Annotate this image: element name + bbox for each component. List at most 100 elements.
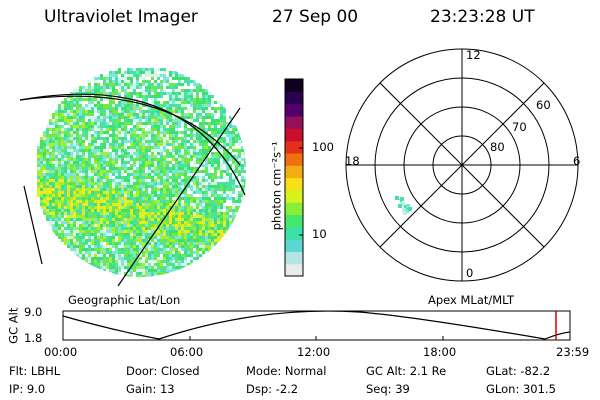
image-pixel <box>208 146 211 149</box>
image-pixel <box>67 197 70 200</box>
image-pixel <box>133 146 136 149</box>
image-pixel <box>190 173 193 176</box>
image-pixel <box>130 269 133 272</box>
image-pixel <box>172 95 175 98</box>
image-pixel <box>232 200 235 203</box>
image-pixel <box>220 167 223 170</box>
image-pixel <box>217 227 220 230</box>
image-pixel <box>211 215 214 218</box>
auroral-pixel <box>398 204 402 208</box>
image-pixel <box>199 161 202 164</box>
image-pixel <box>181 266 184 269</box>
image-pixel <box>112 161 115 164</box>
image-pixel <box>193 164 196 167</box>
image-pixel <box>136 221 139 224</box>
image-pixel <box>202 116 205 119</box>
image-pixel <box>205 152 208 155</box>
image-pixel <box>211 116 214 119</box>
image-pixel <box>199 239 202 242</box>
image-pixel <box>67 119 70 122</box>
image-pixel <box>91 161 94 164</box>
image-pixel <box>238 140 241 143</box>
image-pixel <box>76 161 79 164</box>
image-pixel <box>40 173 43 176</box>
image-pixel <box>112 92 115 95</box>
image-pixel <box>67 194 70 197</box>
image-pixel <box>184 194 187 197</box>
image-pixel <box>85 131 88 134</box>
image-pixel <box>172 212 175 215</box>
image-pixel <box>136 104 139 107</box>
image-pixel <box>160 80 163 83</box>
image-pixel <box>142 185 145 188</box>
image-pixel <box>196 254 199 257</box>
image-pixel <box>76 122 79 125</box>
image-pixel <box>169 239 172 242</box>
image-pixel <box>124 176 127 179</box>
image-pixel <box>115 89 118 92</box>
image-pixel <box>232 185 235 188</box>
image-pixel <box>91 113 94 116</box>
image-pixel <box>52 176 55 179</box>
image-pixel <box>127 122 130 125</box>
image-pixel <box>226 179 229 182</box>
image-pixel <box>211 224 214 227</box>
image-pixel <box>145 80 148 83</box>
image-pixel <box>241 167 244 170</box>
image-pixel <box>232 203 235 206</box>
image-pixel <box>106 251 109 254</box>
image-pixel <box>136 215 139 218</box>
image-pixel <box>124 194 127 197</box>
image-pixel <box>199 83 202 86</box>
image-pixel <box>160 137 163 140</box>
image-pixel <box>196 245 199 248</box>
image-pixel <box>133 239 136 242</box>
image-pixel <box>91 155 94 158</box>
image-pixel <box>226 188 229 191</box>
image-pixel <box>91 176 94 179</box>
image-pixel <box>136 167 139 170</box>
image-pixel <box>148 209 151 212</box>
image-pixel <box>139 143 142 146</box>
image-pixel <box>67 116 70 119</box>
image-pixel <box>109 83 112 86</box>
image-pixel <box>217 185 220 188</box>
image-pixel <box>91 218 94 221</box>
image-pixel <box>121 257 124 260</box>
image-pixel <box>73 227 76 230</box>
image-pixel <box>58 146 61 149</box>
image-pixel <box>97 164 100 167</box>
image-pixel <box>73 176 76 179</box>
image-pixel <box>76 233 79 236</box>
image-pixel <box>238 131 241 134</box>
image-pixel <box>151 86 154 89</box>
image-pixel <box>79 254 82 257</box>
image-pixel <box>121 83 124 86</box>
image-pixel <box>139 113 142 116</box>
image-pixel <box>145 146 148 149</box>
image-pixel <box>88 254 91 257</box>
image-pixel <box>199 170 202 173</box>
image-pixel <box>43 197 46 200</box>
image-pixel <box>106 104 109 107</box>
image-pixel <box>151 191 154 194</box>
image-pixel <box>229 155 232 158</box>
image-pixel <box>91 212 94 215</box>
image-pixel <box>70 146 73 149</box>
image-pixel <box>172 272 175 275</box>
image-pixel <box>142 152 145 155</box>
image-pixel <box>166 167 169 170</box>
image-pixel <box>148 164 151 167</box>
image-pixel <box>58 119 61 122</box>
image-pixel <box>64 176 67 179</box>
image-pixel <box>220 119 223 122</box>
image-pixel <box>127 71 130 74</box>
image-pixel <box>91 194 94 197</box>
image-pixel <box>49 122 52 125</box>
image-pixel <box>214 224 217 227</box>
image-pixel <box>151 113 154 116</box>
image-pixel <box>55 119 58 122</box>
image-pixel <box>166 224 169 227</box>
image-pixel <box>199 212 202 215</box>
image-pixel <box>202 221 205 224</box>
